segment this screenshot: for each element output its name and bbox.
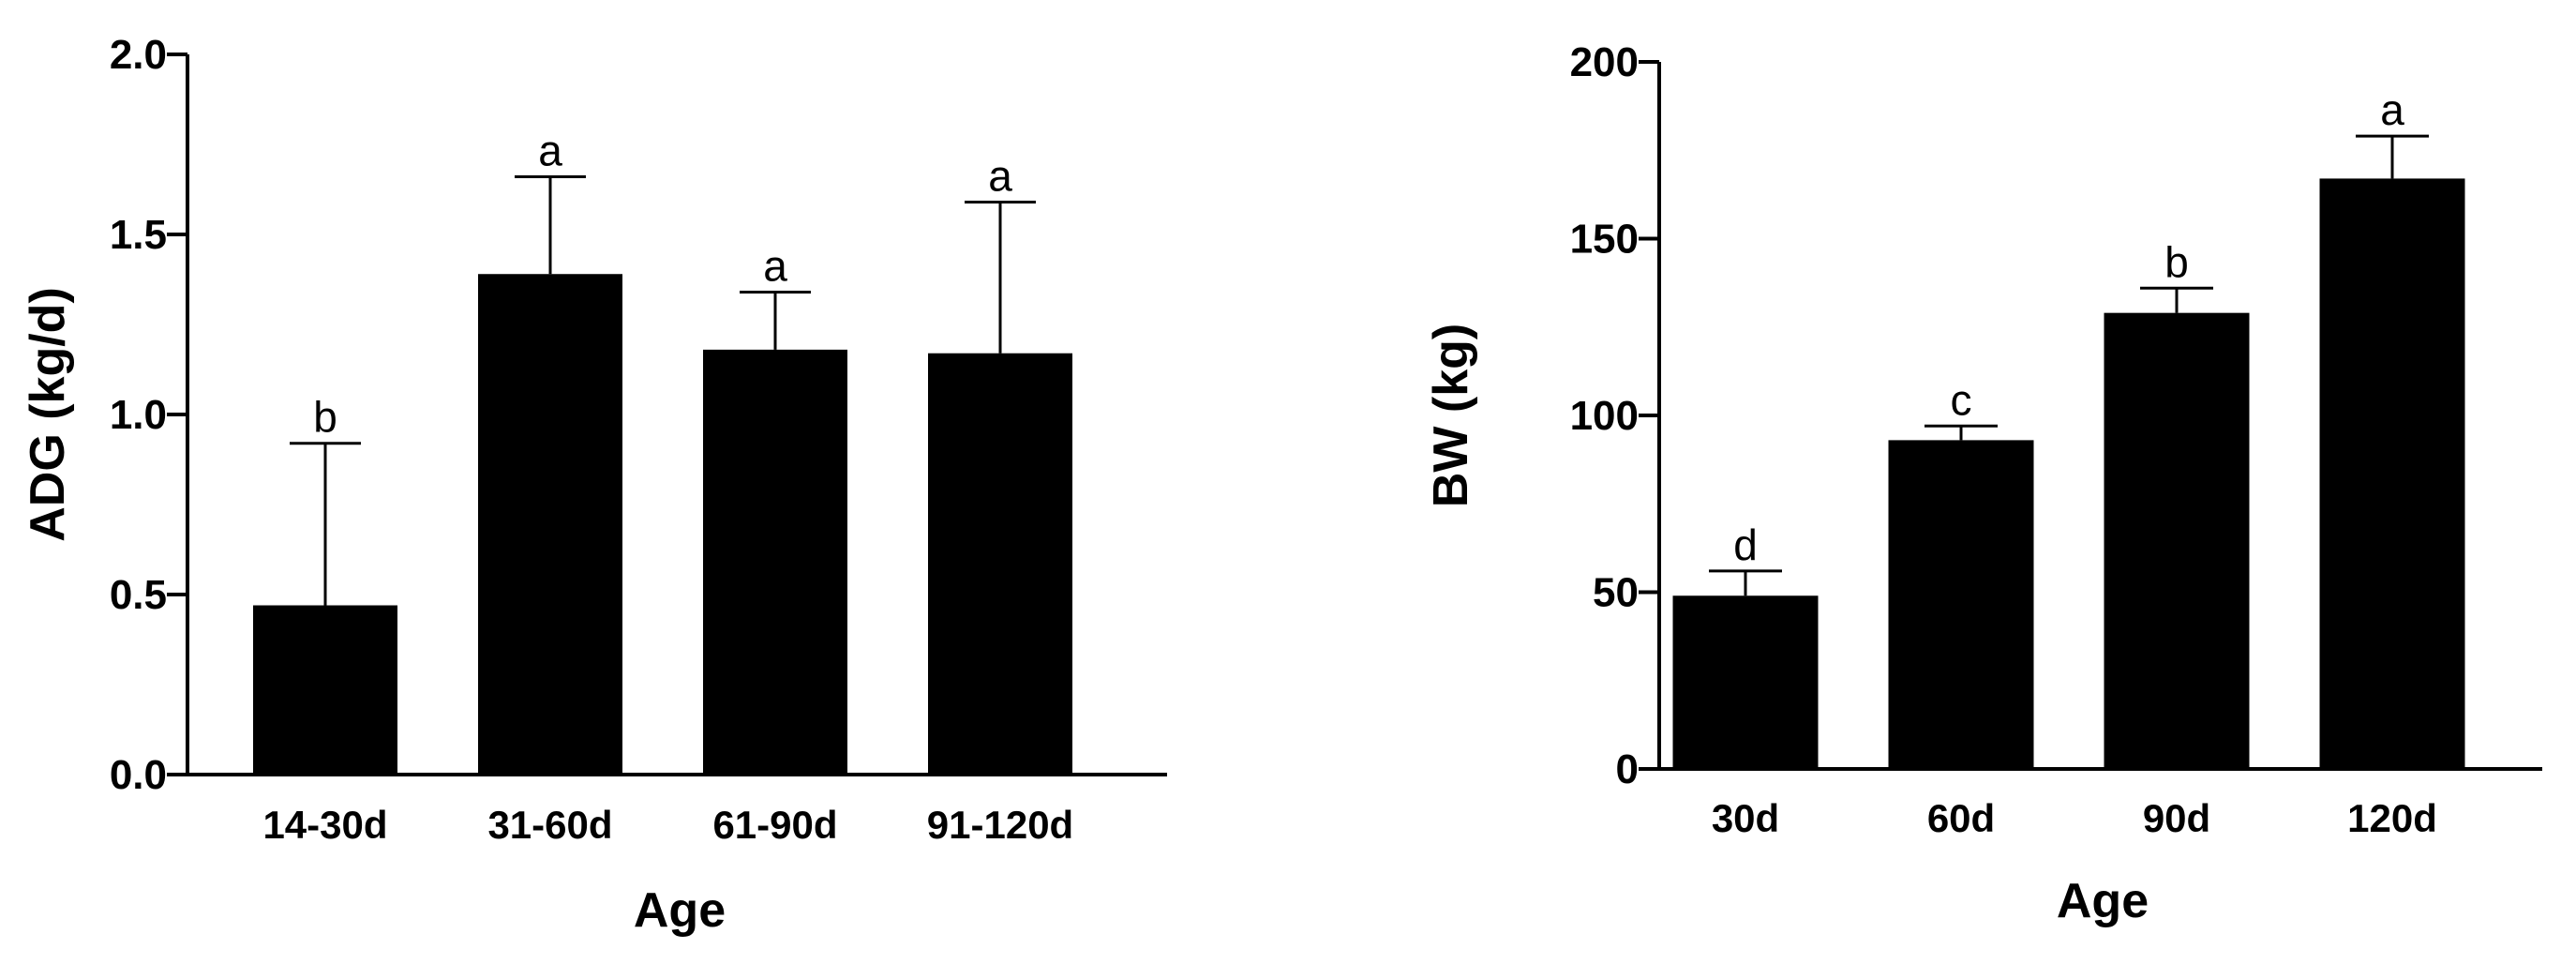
x-category-label: 61-90d <box>712 803 837 847</box>
x-category-label: 90d <box>2143 796 2210 840</box>
significance-letter: b <box>2164 237 2189 286</box>
y-axis-title: BW (kg) <box>1424 324 1478 507</box>
significance-letter: a <box>2380 85 2404 134</box>
y-tick-label: 0.0 <box>110 752 167 798</box>
bw-chart-panel: 0 50 100 150 200 d 30d c 60d b 90d a 120d Age BW (kg) <box>1424 39 2542 928</box>
adg-chart-panel: 0.0 0.5 1.0 1.5 2.0 b 14-30d a 31-60d a 61-90d a 91-… <box>21 32 1167 938</box>
x-category-label: 60d <box>1927 796 1995 840</box>
y-tick-label: 1.0 <box>110 392 167 438</box>
bar <box>2319 178 2465 769</box>
y-tick-label: 50 <box>1593 570 1639 616</box>
x-category-label: 120d <box>2347 796 2437 840</box>
y-tick-label: 0 <box>1616 746 1639 792</box>
x-category-label: 30d <box>1712 796 1779 840</box>
y-tick-label: 150 <box>1570 217 1639 263</box>
significance-letter: a <box>763 241 787 290</box>
x-axis-title: Age <box>2057 874 2149 928</box>
x-category-label: 91-120d <box>927 803 1073 847</box>
x-axis-title: Age <box>634 883 726 938</box>
significance-letter: b <box>313 393 337 442</box>
x-category-label: 31-60d <box>487 803 612 847</box>
y-tick-label: 1.5 <box>110 212 167 258</box>
significance-letter: a <box>538 127 562 175</box>
y-tick-label: 2.0 <box>110 32 167 78</box>
y-axis-title: ADG (kg/d) <box>21 287 75 542</box>
bar <box>1888 440 2034 769</box>
significance-letter: c <box>1951 375 1972 424</box>
y-tick-label: 100 <box>1570 393 1639 439</box>
bar <box>2104 312 2250 769</box>
y-tick-label: 200 <box>1570 39 1639 85</box>
significance-letter: d <box>1733 520 1758 569</box>
y-tick-label: 0.5 <box>110 572 167 618</box>
bar <box>1672 595 1819 769</box>
x-category-label: 14-30d <box>262 803 387 847</box>
bar <box>253 605 397 775</box>
bar <box>928 353 1072 775</box>
bar <box>478 274 622 775</box>
bar <box>703 349 847 775</box>
significance-letter: a <box>988 151 1012 200</box>
